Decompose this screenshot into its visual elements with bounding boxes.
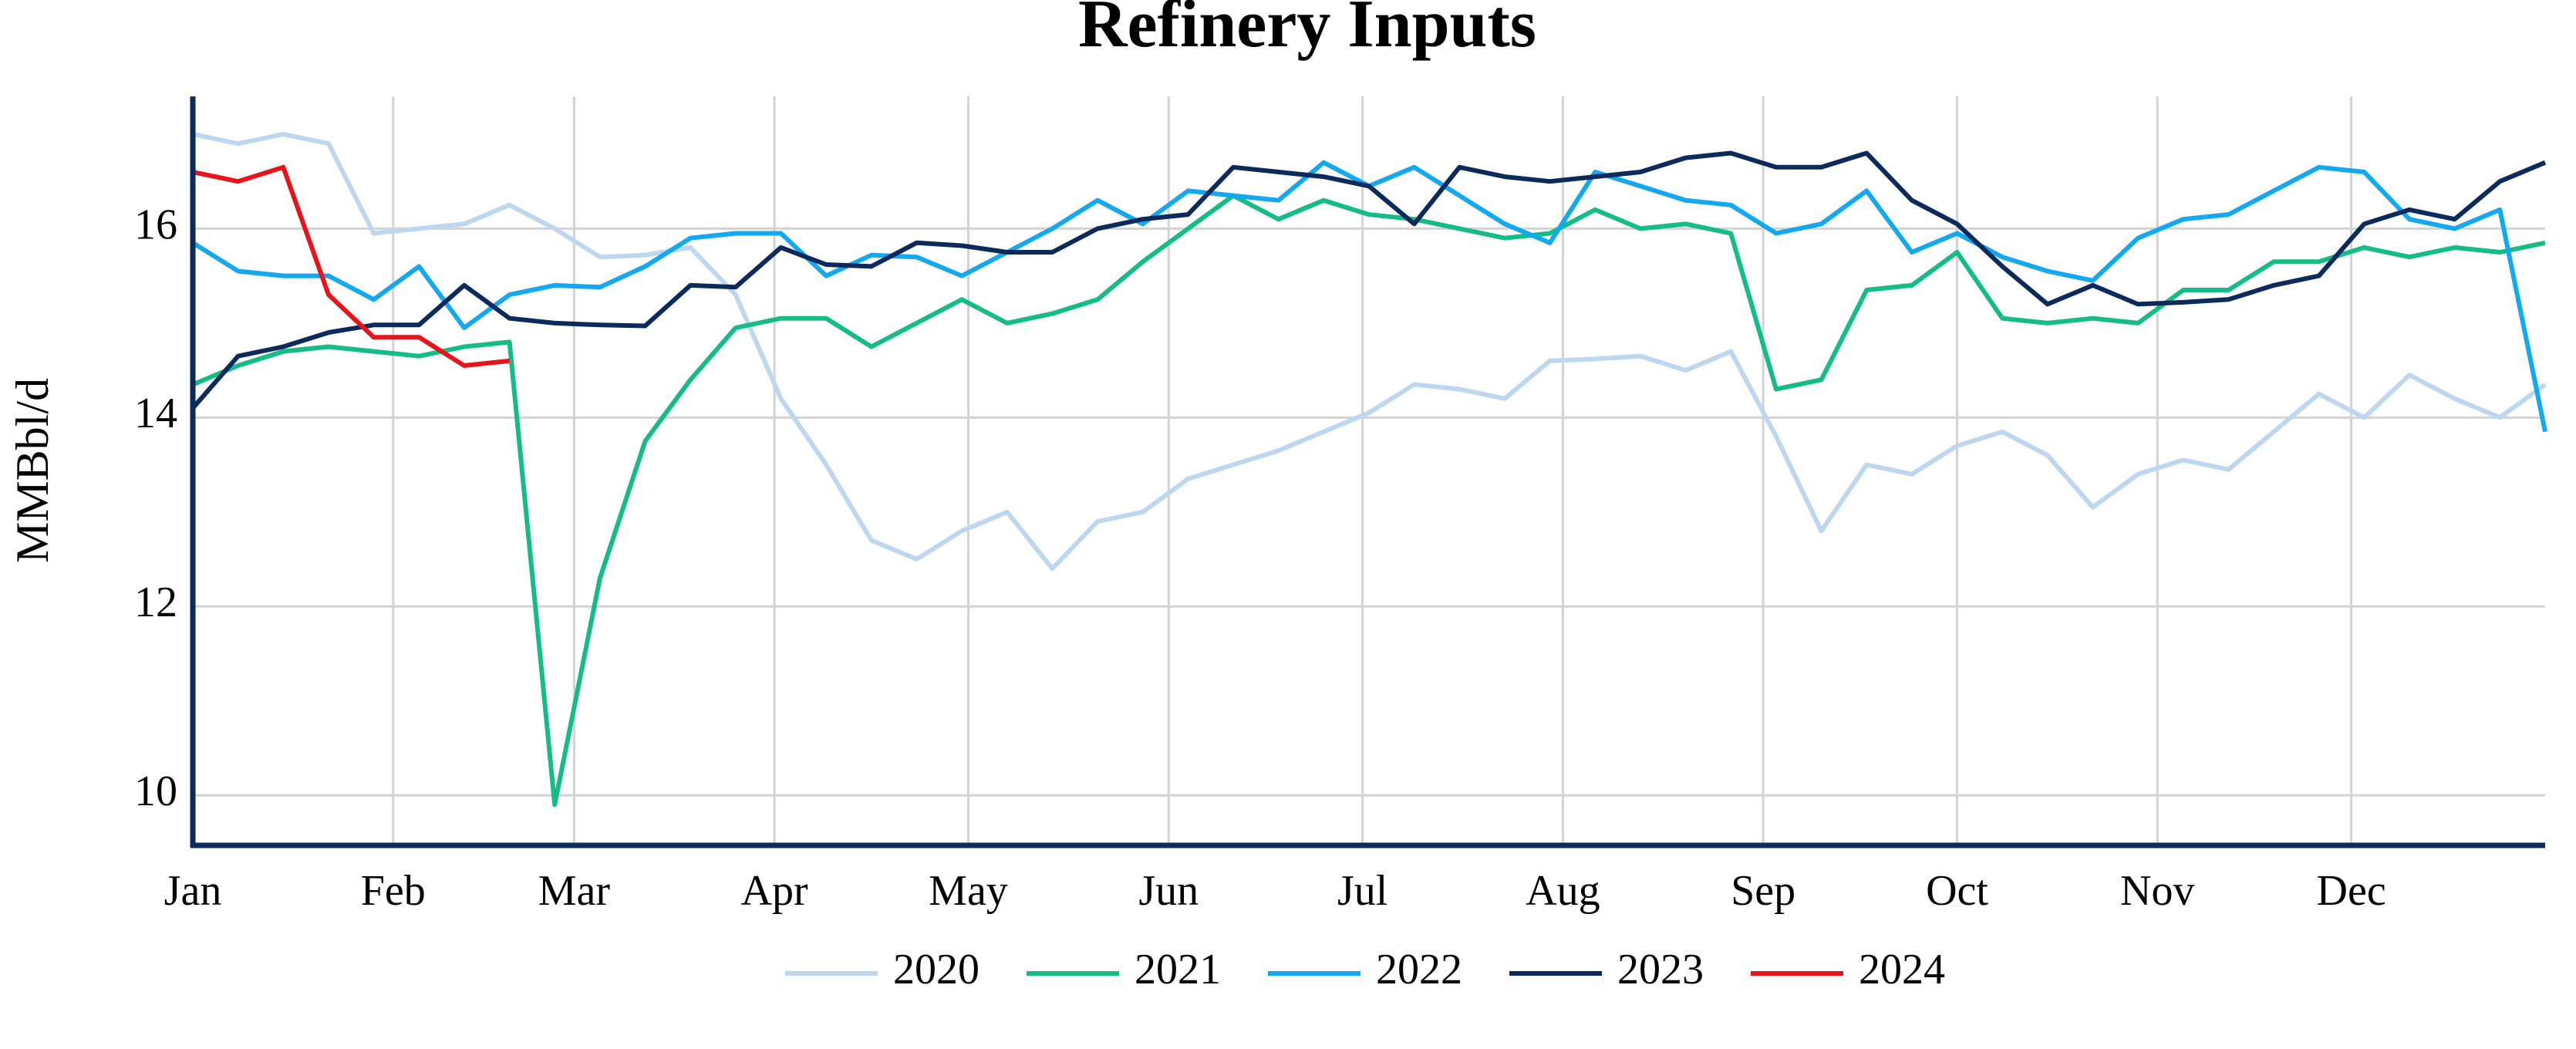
x-tick-label: Jul: [1337, 867, 1387, 915]
y-axis-label: MMBbl/d: [7, 378, 58, 563]
legend-label: 2022: [1376, 946, 1462, 993]
legend-label: 2020: [893, 946, 979, 993]
x-tick-label: Jan: [164, 867, 222, 915]
legend-label: 2023: [1617, 946, 1704, 993]
series-line: [191, 150, 2547, 410]
x-tick-label: May: [929, 867, 1008, 915]
y-tick-label: 10: [134, 767, 177, 815]
chart-title: Refinery Inputs: [1078, 0, 1536, 62]
series-line: [192, 164, 510, 368]
x-tick-label: Feb: [361, 867, 426, 915]
y-tick-label: 14: [134, 390, 177, 437]
x-tick-label: Jun: [1138, 867, 1199, 915]
x-tick-label: Dec: [2317, 867, 2386, 915]
legend-label: 2021: [1135, 946, 1221, 993]
series-line: [191, 160, 2547, 433]
x-tick-label: Sep: [1731, 867, 1795, 915]
y-tick-label: 16: [134, 201, 177, 248]
x-tick-label: Mar: [538, 867, 611, 915]
series-line: [191, 193, 2546, 808]
x-tick-label: Oct: [1926, 867, 1988, 915]
y-tick-label: 12: [134, 578, 177, 626]
x-tick-label: Aug: [1526, 867, 1600, 915]
legend-label: 2024: [1859, 946, 1945, 993]
x-tick-label: Nov: [2120, 867, 2194, 915]
series-line: [192, 132, 2547, 572]
x-tick-label: Apr: [741, 867, 808, 915]
